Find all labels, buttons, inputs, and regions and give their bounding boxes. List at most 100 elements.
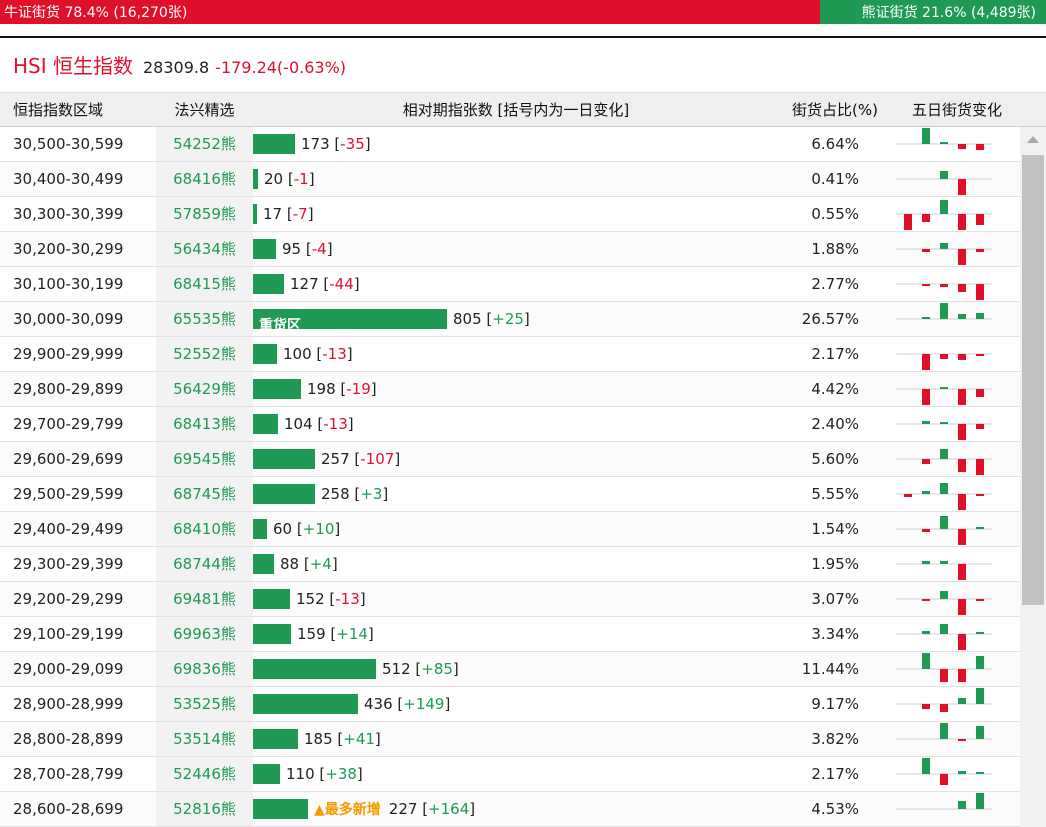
five-day-bar bbox=[958, 599, 966, 615]
range-cell: 28,900-28,999 bbox=[13, 695, 124, 713]
five-day-chart bbox=[896, 303, 992, 320]
contracts-count: 95 bbox=[282, 240, 302, 258]
pick-link[interactable]: 52446熊 bbox=[156, 757, 253, 791]
range-cell: 29,900-29,999 bbox=[13, 345, 124, 363]
scroll-up-arrow-icon[interactable] bbox=[1020, 127, 1046, 151]
contracts-bar bbox=[253, 659, 376, 679]
five-day-chart bbox=[896, 688, 992, 712]
relative-contracts-cell: 110 [+38] bbox=[253, 757, 779, 791]
five-day-bar bbox=[922, 459, 930, 464]
five-day-bar bbox=[922, 758, 930, 774]
share-cell: 1.88% bbox=[811, 240, 859, 258]
table-row: 28,600-28,699 52816熊 ▲最多新增 227 [+164] 4.53% bbox=[0, 792, 1020, 827]
pick-link[interactable]: 52816熊 bbox=[156, 792, 253, 826]
share-cell: 4.53% bbox=[811, 800, 859, 818]
pick-link[interactable]: 68745熊 bbox=[156, 477, 253, 511]
pick-link[interactable]: 69481熊 bbox=[156, 582, 253, 616]
share-cell: 2.40% bbox=[811, 415, 859, 433]
contracts-text: 805 [+25] bbox=[453, 310, 530, 328]
share-cell: 9.17% bbox=[811, 695, 859, 713]
five-day-bar bbox=[976, 793, 984, 809]
pick-link[interactable]: 68410熊 bbox=[156, 512, 253, 546]
pick-link[interactable]: 56429熊 bbox=[156, 372, 253, 406]
pick-link[interactable]: 52552熊 bbox=[156, 337, 253, 371]
five-day-chart bbox=[896, 421, 992, 440]
five-day-chart bbox=[896, 283, 992, 300]
pick-link[interactable]: 68416熊 bbox=[156, 162, 253, 196]
pick-link[interactable]: 68413熊 bbox=[156, 407, 253, 441]
index-name[interactable]: HSI 恒生指数 bbox=[13, 54, 133, 78]
vertical-scrollbar[interactable] bbox=[1020, 127, 1046, 827]
pick-link[interactable]: 69963熊 bbox=[156, 617, 253, 651]
five-day-bar bbox=[940, 723, 948, 739]
contracts-text: 257 [-107] bbox=[321, 450, 401, 468]
five-day-bar bbox=[904, 214, 912, 230]
five-day-chart bbox=[896, 591, 992, 615]
table-row: 29,800-29,899 56429熊 198 [-19] 4.42% bbox=[0, 372, 1020, 407]
table-row: 29,700-29,799 68413熊 104 [-13] 2.40% bbox=[0, 407, 1020, 442]
five-day-sparkline bbox=[896, 547, 992, 581]
contracts-bar bbox=[253, 729, 298, 749]
five-day-bar bbox=[940, 591, 948, 599]
contracts-count: 185 bbox=[304, 730, 333, 748]
contracts-count: 227 bbox=[388, 800, 418, 818]
range-cell: 30,200-30,299 bbox=[13, 240, 124, 258]
pick-link[interactable]: 54252熊 bbox=[156, 127, 253, 161]
five-day-bar bbox=[976, 313, 984, 319]
five-day-bar bbox=[940, 516, 948, 529]
pick-link[interactable]: 57859熊 bbox=[156, 197, 253, 231]
five-day-bar bbox=[958, 801, 966, 809]
five-day-sparkline bbox=[896, 127, 992, 161]
range-cell: 29,800-29,899 bbox=[13, 380, 124, 398]
contracts-text: 436 [+149] bbox=[364, 695, 451, 713]
pick-link[interactable]: 68415熊 bbox=[156, 267, 253, 301]
header-relative-contracts: 相对期指张数 [括号内为一日变化] bbox=[402, 101, 630, 119]
five-day-bar bbox=[958, 698, 966, 704]
contracts-text: 173 [-35] bbox=[301, 135, 371, 153]
five-day-bar bbox=[958, 389, 966, 405]
range-cell: 30,500-30,599 bbox=[13, 135, 124, 153]
five-day-bar bbox=[940, 354, 948, 359]
pick-link[interactable]: 53514熊 bbox=[156, 722, 253, 756]
five-day-bar bbox=[976, 688, 984, 704]
header-range: 恒指指数区域 bbox=[13, 101, 104, 119]
range-cell: 29,000-29,099 bbox=[13, 660, 124, 678]
daily-change: -107 bbox=[360, 450, 395, 468]
five-day-sparkline bbox=[896, 442, 992, 476]
five-day-sparkline bbox=[896, 477, 992, 511]
daily-change: -4 bbox=[311, 240, 327, 258]
five-day-bar bbox=[958, 314, 966, 319]
contracts-bar bbox=[253, 414, 278, 434]
five-day-chart bbox=[896, 561, 992, 580]
relative-contracts-cell: 436 [+149] bbox=[253, 687, 779, 721]
five-day-bar bbox=[958, 739, 966, 741]
range-cell: 30,000-30,099 bbox=[13, 310, 124, 328]
pick-link[interactable]: 65535熊 bbox=[156, 302, 253, 336]
relative-contracts-cell: 60 [+10] bbox=[253, 512, 779, 546]
table-row: 29,000-29,099 69836熊 512 [+85] 11.44% bbox=[0, 652, 1020, 687]
contracts-text: 512 [+85] bbox=[382, 660, 459, 678]
relative-contracts-cell: 127 [-44] bbox=[253, 267, 779, 301]
five-day-bar bbox=[922, 214, 930, 222]
range-cell: 29,600-29,699 bbox=[13, 450, 124, 468]
contracts-count: 257 bbox=[321, 450, 350, 468]
share-cell: 2.17% bbox=[811, 345, 859, 363]
pick-link[interactable]: 69545熊 bbox=[156, 442, 253, 476]
daily-change: +3 bbox=[360, 485, 383, 503]
table-row: 30,500-30,599 54252熊 173 [-35] 6.64% bbox=[0, 127, 1020, 162]
relative-contracts-cell: 159 [+14] bbox=[253, 617, 779, 651]
range-cell: 28,600-28,699 bbox=[13, 800, 124, 818]
pick-link[interactable]: 68744熊 bbox=[156, 547, 253, 581]
scroll-thumb[interactable] bbox=[1022, 155, 1044, 605]
five-day-bar bbox=[976, 354, 984, 356]
daily-change: +38 bbox=[325, 765, 357, 783]
share-cell: 5.60% bbox=[811, 450, 859, 468]
five-day-bar bbox=[922, 421, 930, 424]
contracts-bar bbox=[253, 134, 295, 154]
pick-link[interactable]: 53525熊 bbox=[156, 687, 253, 721]
five-day-bar bbox=[922, 491, 930, 494]
five-day-bar bbox=[958, 771, 966, 774]
table-body: 30,500-30,599 54252熊 173 [-35] 6.64% 30,400-… bbox=[0, 127, 1020, 827]
pick-link[interactable]: 56434熊 bbox=[156, 232, 253, 266]
pick-link[interactable]: 69836熊 bbox=[156, 652, 253, 686]
